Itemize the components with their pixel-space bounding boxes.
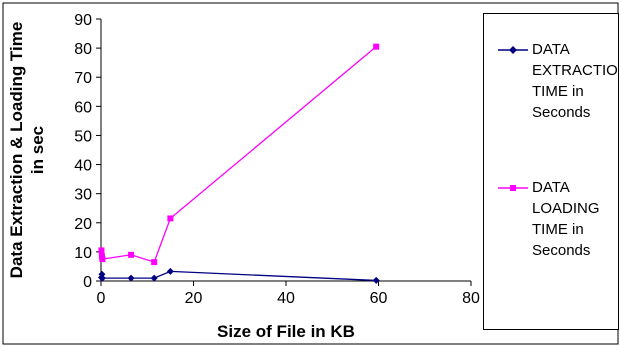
series-line-1 xyxy=(100,46,377,263)
legend-label-loading: DATA LOADING TIME in Seconds xyxy=(532,179,600,259)
x-tick-label: 80 xyxy=(462,290,480,307)
legend-label-extraction: DATA EXTRACTION TIME in Seconds xyxy=(532,41,618,121)
legend-swatch-loading xyxy=(498,185,528,191)
x-tick-label: 20 xyxy=(185,290,203,307)
x-tick-label: 60 xyxy=(370,290,388,307)
x-axis-title: Size of File in KB xyxy=(217,322,355,341)
series-line-0 xyxy=(100,270,377,282)
data-point xyxy=(99,256,106,263)
y-tick-label: 30 xyxy=(74,187,92,204)
y-tick-label: 10 xyxy=(74,245,92,262)
y-tick-label: 80 xyxy=(74,41,92,58)
y-tick-label: 90 xyxy=(74,12,92,29)
data-point xyxy=(166,267,174,275)
plot-area: 0 10 20 30 40 50 60 70 80 90 0 20 40 60 80 Size of File… xyxy=(7,12,480,341)
data-point xyxy=(167,215,174,222)
data-point xyxy=(150,274,158,282)
data-point xyxy=(128,251,135,258)
y-tick-label: 0 xyxy=(83,274,92,291)
y-axis-title: Data Extraction & Loading Time in sec xyxy=(7,22,47,279)
data-point xyxy=(372,276,380,284)
legend-swatch-extraction xyxy=(498,46,528,54)
data-point xyxy=(373,43,380,50)
y-tick-label: 70 xyxy=(74,70,92,87)
y-tick-label: 50 xyxy=(74,128,92,145)
data-point xyxy=(98,247,105,254)
data-point xyxy=(151,259,158,266)
y-tick-label: 40 xyxy=(74,158,92,175)
data-point xyxy=(98,274,106,282)
legend: DATA EXTRACTION TIME in Seconds DATA LOA… xyxy=(483,13,619,330)
y-tick-label: 20 xyxy=(74,216,92,233)
x-tick-label: 0 xyxy=(97,290,106,307)
data-point xyxy=(127,274,135,282)
y-tick-label: 60 xyxy=(74,99,92,116)
x-tick-label: 40 xyxy=(277,290,295,307)
